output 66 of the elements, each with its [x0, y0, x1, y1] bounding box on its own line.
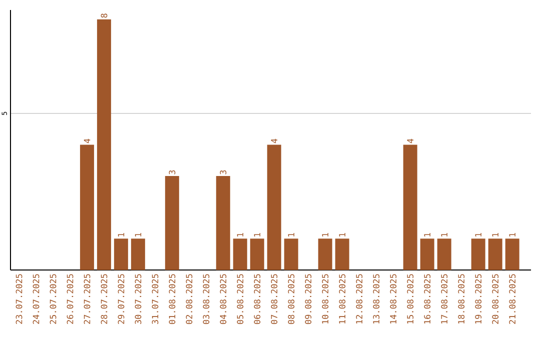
x-tick-label: 20.08.2025 [492, 274, 498, 324]
bar [165, 176, 180, 270]
bar [318, 238, 332, 270]
x-tick-label: 23.07.2025 [16, 274, 22, 324]
bar [437, 238, 452, 270]
data-label: 1 [134, 232, 142, 236]
data-label: 1 [118, 232, 124, 236]
x-tick-label: 28.07.2025 [100, 274, 108, 324]
data-label: 1 [237, 232, 244, 236]
data-label: 4 [271, 138, 278, 144]
x-tick-label: 31.07.2025 [152, 274, 158, 324]
bar [505, 238, 520, 270]
x-tick-label: 13.08.2025 [373, 274, 380, 324]
bar [250, 238, 264, 270]
x-tick-label: 10.08.2025 [322, 274, 328, 324]
x-tick-label: 30.07.2025 [134, 274, 142, 324]
x-tick-label: 12.08.2025 [356, 274, 362, 324]
x-tick-label: 19.08.2025 [475, 274, 482, 324]
data-label: 3 [168, 170, 176, 174]
bar [80, 144, 94, 270]
data-label: 1 [509, 232, 516, 236]
x-tick-label: 25.07.2025 [50, 274, 56, 324]
x-tick-label: 06.08.2025 [254, 274, 260, 324]
bar [284, 238, 298, 270]
data-label: 3 [220, 170, 226, 174]
data-label: 1 [475, 232, 482, 236]
x-tick-label: 18.08.2025 [458, 274, 464, 324]
data-label: 4 [407, 138, 414, 144]
bar [233, 238, 248, 270]
x-tick-label: 29.07.2025 [118, 274, 124, 324]
data-label: 1 [492, 232, 498, 236]
x-tick-label: 16.08.2025 [424, 274, 430, 324]
x-tick-label: 26.07.2025 [66, 274, 74, 324]
data-label: 4 [84, 138, 90, 144]
data-label: 8 [100, 14, 108, 18]
data-label: 1 [254, 232, 260, 236]
x-tick-label: 05.08.2025 [236, 274, 244, 324]
bar [267, 144, 282, 270]
x-tick-label: 02.08.2025 [186, 274, 192, 324]
x-tick-label: 03.08.2025 [202, 274, 210, 324]
x-tick-label: 24.07.2025 [32, 274, 40, 324]
x-tick-label: 21.08.2025 [509, 274, 516, 324]
bar [488, 238, 502, 270]
x-tick-label: 27.07.2025 [84, 274, 90, 324]
data-label: 1 [424, 232, 430, 236]
data-label: 1 [339, 232, 346, 236]
x-tick-label: 17.08.2025 [441, 274, 448, 324]
x-tick-label: 08.08.2025 [288, 274, 294, 324]
x-tick-label: 04.08.2025 [220, 274, 226, 324]
x-tick-label: 15.08.2025 [407, 274, 414, 324]
data-label: 1 [288, 232, 294, 236]
x-tick-label: 01.08.2025 [168, 274, 176, 324]
bar [216, 176, 230, 270]
bar [131, 238, 146, 270]
x-tick-label: 14.08.2025 [390, 274, 396, 324]
bar [471, 238, 486, 270]
bar [403, 144, 418, 270]
bar [335, 238, 350, 270]
data-label: 1 [322, 232, 328, 236]
bar [97, 19, 112, 270]
bar [114, 238, 128, 270]
x-tick-label: 09.08.2025 [304, 274, 312, 324]
x-tick-label: 11.08.2025 [339, 274, 346, 324]
bar [420, 238, 434, 270]
x-tick-label: 07.08.2025 [270, 274, 278, 324]
data-label: 1 [441, 232, 448, 236]
